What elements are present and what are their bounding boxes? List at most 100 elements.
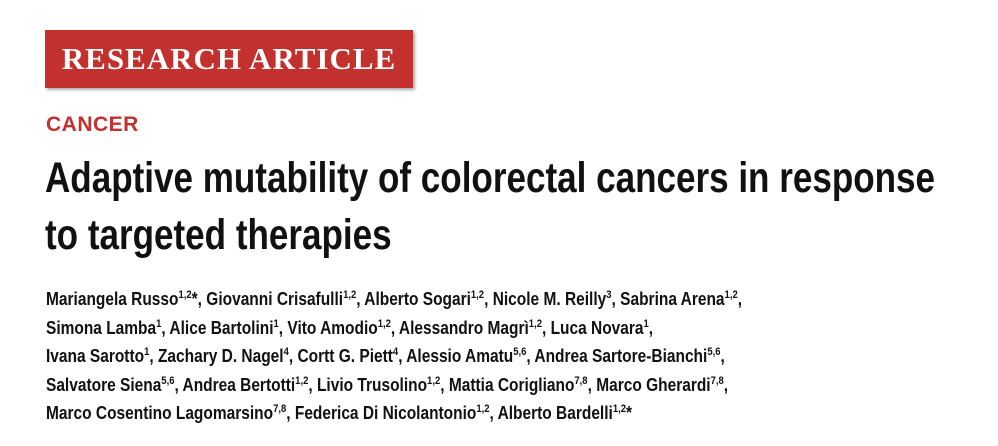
author-name: Simona Lamba xyxy=(46,317,157,338)
separator: , xyxy=(541,317,547,338)
author-name: Zachary D. Nagel xyxy=(157,346,284,367)
separator: , xyxy=(587,374,592,395)
article-title: Adaptive mutability of colorectal cancer… xyxy=(45,154,936,259)
author-line: Simona Lamba1, Alice Bartolini1, Vito Am… xyxy=(46,314,742,343)
separator: , xyxy=(526,346,531,367)
author-name: Federica Di Nicolantonio xyxy=(294,403,477,424)
author-name: Andrea Bertotti xyxy=(182,374,296,395)
separator: , xyxy=(648,317,654,338)
separator: , xyxy=(174,374,179,395)
author-name: Livio Trusolino xyxy=(316,374,428,395)
separator: , xyxy=(720,346,725,367)
author: Livio Trusolino1,2, xyxy=(317,375,445,395)
affiliation: 7,8 xyxy=(710,374,724,387)
separator: , xyxy=(398,346,403,367)
author-name: Ivana Sarotto xyxy=(46,346,145,367)
author-list: Mariangela Russo1,2*, Giovanni Crisafull… xyxy=(46,285,742,428)
affiliation: 1,2 xyxy=(343,289,357,301)
author: Sabrina Arena1,2, xyxy=(620,289,742,309)
author-name: Nicole M. Reilly xyxy=(492,289,607,309)
affiliation: 5,6 xyxy=(513,346,527,359)
separator: , xyxy=(737,289,743,309)
author: Mariangela Russo1,2*, xyxy=(46,289,202,309)
separator: , xyxy=(484,289,489,309)
affiliation: 1,2 xyxy=(724,289,738,301)
author: Marco Gherardi7,8, xyxy=(596,375,728,395)
author-name: Alice Bartolini xyxy=(169,317,274,338)
affiliation: 1,2 xyxy=(295,374,309,387)
separator: , xyxy=(390,317,396,338)
affiliation: 4 xyxy=(283,346,289,359)
separator: , xyxy=(278,317,284,338)
affiliation: 7,8 xyxy=(574,374,588,387)
affiliation: 3 xyxy=(606,289,612,301)
author-line: Marco Cosentino Lagomarsino7,8, Federica… xyxy=(46,399,742,428)
affiliation: 1,2 xyxy=(427,374,441,387)
author: Luca Novara1, xyxy=(551,318,654,338)
separator: , xyxy=(161,317,166,338)
author: Zachary D. Nagel4, xyxy=(158,346,293,366)
section-label: CANCER xyxy=(46,113,139,136)
affiliation: 5,6 xyxy=(161,374,175,387)
separator: , xyxy=(440,374,445,395)
affiliation: 7,8 xyxy=(273,403,287,416)
author: Andrea Sartore-Bianchi5,6, xyxy=(534,346,724,366)
author: Alberto Sogari1,2, xyxy=(364,289,488,309)
affiliation: 5,6 xyxy=(707,346,721,359)
author-name: Salvatore Siena xyxy=(46,374,162,395)
author: Alessio Amatu5,6, xyxy=(406,346,530,366)
author-line: Ivana Sarotto1, Zachary D. Nagel4, Cortt… xyxy=(46,342,742,371)
affiliation: 1,2 xyxy=(528,317,542,330)
corresponding-mark: * xyxy=(625,403,633,424)
author-name: Vito Amodio xyxy=(287,317,378,338)
author: Alessandro Magrì1,2, xyxy=(399,318,546,338)
author-name: Marco Cosentino Lagomarsino xyxy=(46,403,274,424)
author-name: Giovanni Crisafulli xyxy=(206,289,344,309)
separator: , xyxy=(197,289,202,309)
separator: , xyxy=(149,346,154,367)
author: Alice Bartolini1, xyxy=(169,318,283,338)
author-name: Alberto Sogari xyxy=(364,289,471,309)
author: Vito Amodio1,2, xyxy=(287,318,395,338)
separator: , xyxy=(611,289,616,309)
affiliation: 1,2 xyxy=(612,403,626,416)
separator: , xyxy=(356,289,361,309)
author-name: Sabrina Arena xyxy=(620,289,725,309)
affiliation: 1 xyxy=(144,346,150,359)
corresponding-mark: * xyxy=(191,289,198,309)
author-name: Alessandro Magrì xyxy=(398,317,529,338)
author-name: Andrea Sartore-Bianchi xyxy=(534,346,708,367)
author-name: Alberto Bardelli xyxy=(497,403,613,424)
author-name: Marco Gherardi xyxy=(596,374,711,395)
author: Cortt G. Piett4, xyxy=(297,346,402,366)
author: Simona Lamba1, xyxy=(46,318,166,338)
affiliation: 1,2 xyxy=(178,289,192,301)
affiliation: 1 xyxy=(643,317,649,330)
author-name: Alessio Amatu xyxy=(406,346,514,367)
author-line: Salvatore Siena5,6, Andrea Bertotti1,2, … xyxy=(46,371,742,400)
author: Marco Cosentino Lagomarsino7,8, xyxy=(46,403,291,423)
affiliation: 1,2 xyxy=(377,317,391,330)
author: Alberto Bardelli1,2* xyxy=(498,403,632,423)
affiliation: 1 xyxy=(156,317,162,330)
author-name: Luca Novara xyxy=(550,317,644,338)
separator: , xyxy=(286,403,291,424)
affiliation: 1,2 xyxy=(470,289,485,301)
author: Giovanni Crisafulli1,2, xyxy=(206,289,360,309)
author-name: Mattia Corigliano xyxy=(448,374,575,395)
author-line: Mariangela Russo1,2*, Giovanni Crisafull… xyxy=(46,285,742,314)
author: Federica Di Nicolantonio1,2, xyxy=(295,403,494,423)
author-name: Mariangela Russo xyxy=(46,289,179,309)
separator: , xyxy=(723,374,729,395)
affiliation: 1,2 xyxy=(476,403,490,416)
author: Mattia Corigliano7,8, xyxy=(449,375,592,395)
affiliation: 4 xyxy=(392,346,399,359)
author-name: Cortt G. Piett xyxy=(297,346,393,367)
separator: , xyxy=(288,346,294,367)
author: Nicole M. Reilly3, xyxy=(493,289,616,309)
author: Ivana Sarotto1, xyxy=(46,346,154,366)
author: Andrea Bertotti1,2, xyxy=(183,375,313,395)
article-badge: RESEARCH ARTICLE xyxy=(45,30,413,88)
separator: , xyxy=(489,403,494,424)
